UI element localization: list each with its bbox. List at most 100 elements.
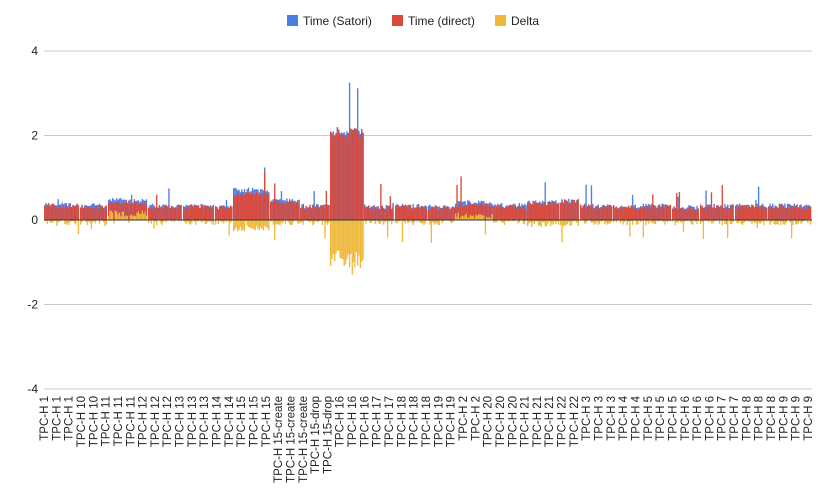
bar-group (233, 167, 270, 232)
bar-time-direct (690, 209, 693, 220)
bar-delta (348, 220, 351, 268)
bar-delta (774, 220, 777, 225)
x-tick-label: TPC-H 20 (507, 396, 519, 447)
bar-time-direct (331, 133, 333, 220)
bar-group (183, 203, 215, 225)
bar-delta (113, 220, 115, 224)
bar-delta (92, 220, 94, 223)
bar-time-direct (631, 206, 634, 220)
x-tick-label: TPC-H 14 (212, 395, 224, 447)
bar-delta (75, 220, 77, 225)
bar-time-direct (468, 202, 470, 220)
bar-delta (549, 220, 552, 227)
x-tick-label: TPC-H 16 (335, 396, 347, 447)
bar-time-direct (129, 204, 131, 220)
x-tick-label: TPC-H 21 (532, 396, 544, 447)
bar-delta (89, 220, 91, 224)
bar-time-direct (558, 203, 560, 220)
bar-delta (769, 220, 771, 225)
bar-delta (684, 220, 686, 222)
bar-time-direct (302, 204, 305, 220)
bar-delta (573, 220, 575, 222)
bar-delta (302, 220, 305, 225)
bar-time-direct (283, 203, 285, 220)
bar-delta (594, 220, 597, 225)
bar-delta (278, 220, 280, 225)
bar-time-direct (545, 205, 548, 220)
bar-time-direct (669, 204, 672, 220)
bar-delta (378, 220, 381, 224)
bar-time-direct (634, 208, 636, 220)
bar-delta (420, 220, 422, 224)
bar-time-direct (68, 207, 70, 220)
bar-time-direct (291, 202, 293, 220)
bar-time-direct (340, 134, 343, 220)
bar-time-direct (757, 205, 760, 220)
bar-time-direct (752, 205, 754, 220)
bar-delta (377, 220, 379, 223)
bar-delta (243, 220, 246, 232)
bar-delta (346, 220, 348, 260)
bar-group (580, 184, 613, 225)
bar-time-direct (524, 208, 526, 220)
bar-delta (548, 220, 550, 222)
bar-time-direct (372, 208, 374, 220)
bar-time-direct (642, 208, 645, 220)
bar-time-direct (133, 200, 135, 220)
bar-time-direct (467, 205, 469, 220)
bar-time-direct (668, 206, 670, 220)
bar-time-direct (556, 204, 559, 220)
bar-delta (480, 214, 482, 220)
bar-delta (355, 220, 357, 253)
bar-delta (117, 214, 119, 220)
bar-time-direct (85, 205, 87, 220)
bar-time-direct (48, 204, 50, 220)
bar-time-direct (235, 196, 238, 220)
bar-time-direct (403, 205, 405, 220)
bar-time-direct (800, 206, 802, 220)
x-tick-label: TPC-H 11 (113, 396, 125, 446)
x-tick-label: TPC-H 9 (778, 396, 790, 441)
bar-delta (301, 220, 303, 222)
bar-time-direct (717, 205, 719, 220)
bar-delta (558, 220, 560, 225)
bar-time-direct (246, 192, 248, 220)
bar-time-direct (100, 205, 102, 220)
bar-delta (385, 220, 387, 222)
bar-delta (477, 213, 480, 220)
bar-time-direct (736, 204, 738, 220)
bar-delta (795, 220, 797, 225)
bar-time-direct (749, 207, 752, 220)
bar-delta (419, 220, 421, 223)
bar-time-direct (704, 208, 706, 220)
bar-time-direct (145, 205, 148, 220)
bar-delta (407, 220, 409, 223)
bar-delta (664, 220, 666, 225)
bar-time-direct (515, 209, 518, 220)
bar-delta (187, 220, 189, 222)
bar-time-direct (88, 206, 90, 220)
bar-time-direct (637, 209, 639, 220)
bar-delta (234, 220, 236, 230)
bar-time-direct (436, 206, 438, 220)
bar-time-direct (193, 204, 196, 220)
bar-delta (220, 220, 222, 223)
bar-time-direct (228, 207, 230, 220)
bar-time-direct (708, 204, 710, 220)
y-tick-label: -2 (27, 298, 38, 312)
x-tick-label: TPC-H 8 (754, 396, 766, 441)
bar-delta (700, 220, 702, 225)
bar-time-direct (511, 205, 514, 220)
bar-delta (148, 220, 150, 223)
bar-delta (471, 216, 473, 220)
bar-delta (332, 220, 335, 254)
bar-time-direct (268, 194, 270, 220)
bar-delta (753, 220, 756, 223)
bar-time-direct (645, 208, 647, 220)
bar-delta (66, 220, 69, 224)
bar-time-direct (69, 205, 71, 220)
legend-swatch (392, 15, 403, 26)
bar-time-direct (395, 205, 397, 220)
bar-time-direct (65, 205, 67, 220)
x-tick-label: TPC-H 15 (249, 396, 261, 447)
